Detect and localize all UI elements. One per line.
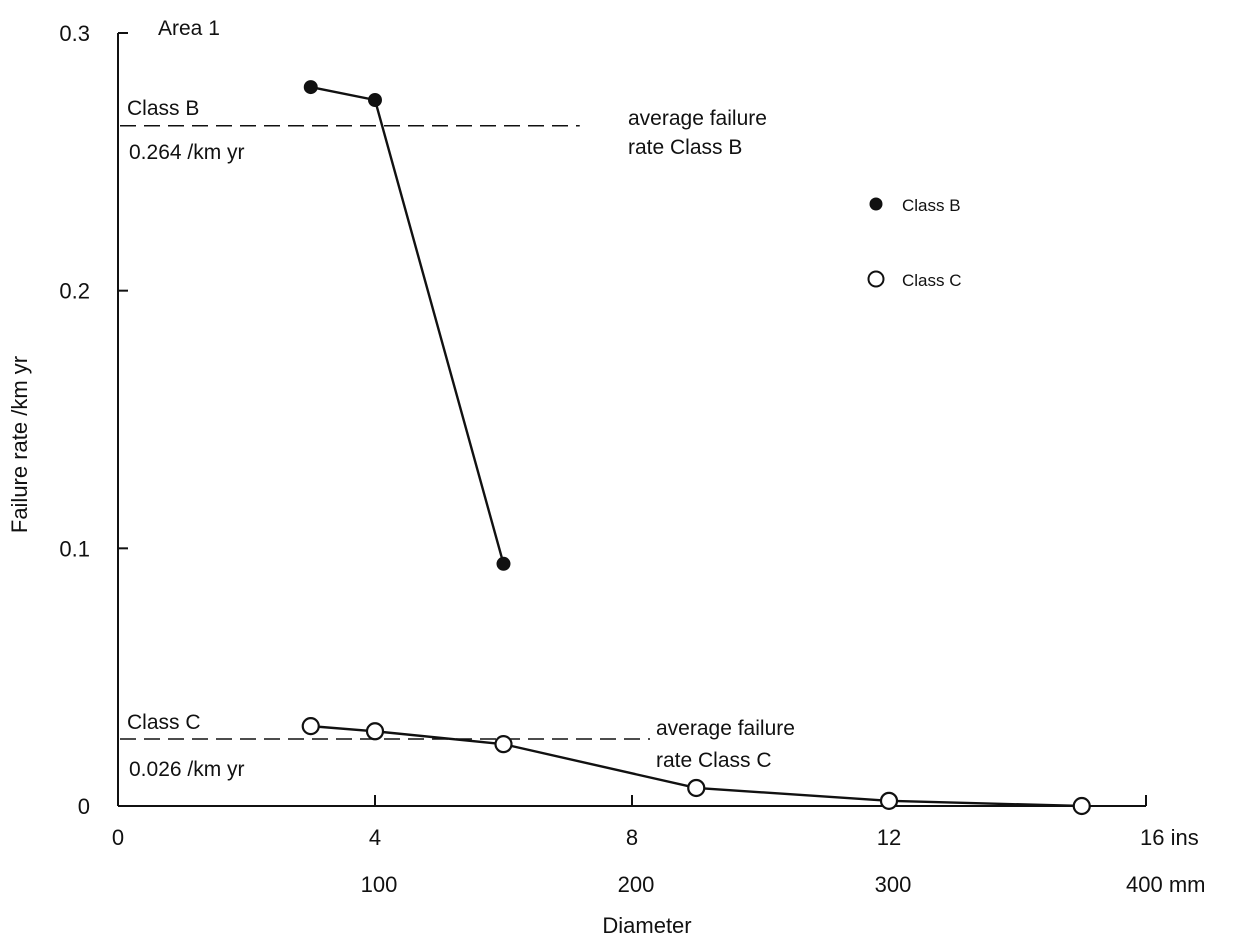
ref-label-class-c: Class C (127, 711, 201, 734)
x-tick-label: 0 (112, 825, 124, 850)
ref-value-class-b: 0.264 /km yr (129, 141, 245, 164)
chart-title: Area 1 (158, 17, 220, 40)
data-point-class-c (1072, 796, 1091, 816)
legend-marker-class-b (869, 197, 883, 211)
y-tick-label: 0.3 (59, 21, 90, 46)
data-point-class-b (368, 92, 382, 107)
y-tick-label: 0.2 (59, 279, 90, 304)
legend-marker-class-c (867, 270, 885, 288)
legend-label-class-b: Class B (902, 196, 961, 215)
series-line-class-c (310, 724, 1082, 808)
x-ticks-secondary: 100 200 300 400 mm (361, 872, 1206, 897)
x-axis-title: Diameter (602, 913, 691, 937)
ref-note-class-b-line2: rate Class B (628, 136, 742, 159)
x-tick-label: 16 ins (1140, 825, 1199, 850)
y-axis-title: Failure rate /km yr (7, 356, 32, 533)
ref-label-class-b: Class B (127, 97, 199, 120)
y-ticks: 0 0.1 0.2 0.3 (59, 21, 128, 819)
x-secondary-tick-label: 100 (361, 872, 398, 897)
ref-value-class-c: 0.026 /km yr (129, 758, 245, 781)
data-point-class-c (879, 791, 899, 810)
legend-label-class-c: Class C (902, 271, 962, 290)
data-point-class-b (496, 556, 511, 571)
ref-note-class-c-line1: average failure (656, 717, 795, 740)
data-point-class-b (303, 80, 318, 95)
reference-line-class-c-group: Class C 0.026 /km yr average failure rat… (120, 711, 795, 781)
data-point-class-c (687, 778, 706, 798)
x-secondary-tick-label: 200 (618, 872, 655, 897)
x-tick-label: 4 (369, 825, 381, 850)
series-line-class-b (310, 85, 505, 565)
y-tick-label: 0 (78, 794, 90, 819)
data-point-class-c (365, 722, 385, 741)
legend: Class B Class C (867, 196, 962, 290)
x-tick-label: 12 (877, 825, 901, 850)
x-secondary-tick-label: 300 (875, 872, 912, 897)
data-point-class-c (301, 717, 320, 736)
x-secondary-tick-label: 400 mm (1126, 872, 1205, 897)
ref-note-class-b-line1: average failure (628, 107, 767, 130)
data-point-class-c (494, 735, 513, 754)
ref-note-class-c-line2: rate Class C (656, 749, 772, 772)
reference-line-class-b-group: Class B 0.264 /km yr average failure rat… (120, 97, 767, 164)
x-tick-label: 8 (626, 825, 638, 850)
x-ticks: 0 4 8 12 16 ins (112, 795, 1199, 850)
y-tick-label: 0.1 (59, 536, 90, 561)
series-layer (301, 80, 1091, 816)
